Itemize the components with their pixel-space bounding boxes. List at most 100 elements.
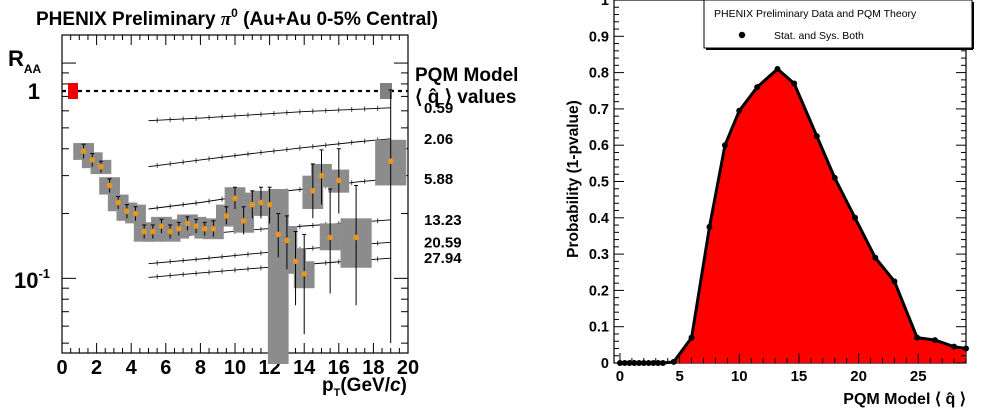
probability-point (670, 358, 677, 365)
probability-point (650, 360, 657, 366)
raa-data-point (158, 223, 165, 229)
left-x-tick-label: 0 (56, 357, 67, 379)
right-y-axis-label: Probability (1-pvalue) (565, 100, 582, 258)
right-xlabel-bracket: ⟨ q̂ ⟩ (935, 391, 966, 408)
right-y-tick-label: 0 (601, 356, 609, 372)
right-x-tick-label: 5 (675, 368, 683, 385)
raa-data-point (115, 199, 122, 206)
probability-point (831, 174, 838, 181)
right-y-tick-label: 0.4 (589, 211, 609, 227)
left-x-axis-label: pT(GeV/c) (322, 375, 407, 399)
left-x-tick-label: 20 (397, 357, 419, 379)
raa-data-point (210, 225, 217, 232)
left-y-axis-label: RAA (8, 46, 42, 76)
raa-data-point (275, 231, 282, 238)
left-chart-title: PHENIX Preliminary π0 (Au+Au 0-5% Centra… (36, 6, 438, 30)
left-x-tick-label: 18 (362, 357, 384, 379)
left-xlabel-unit-italic: c (390, 375, 401, 396)
raa-data-point (223, 213, 230, 219)
probability-point (852, 214, 859, 221)
left-y-tick-01-exp: -1 (38, 266, 50, 281)
probability-point (951, 343, 958, 350)
left-x-tick-label: 2 (91, 357, 102, 379)
unity-box-right (380, 83, 392, 99)
probability-point (914, 334, 921, 341)
raa-chart: PHENIX Preliminary π0 (Au+Au 0-5% Centra… (8, 6, 518, 399)
probability-point (721, 142, 728, 149)
right-y-tick-labels: 0 0.1 0.2 0.3 0.4 0.5 0.6 0.7 0.8 0.9 1 (589, 0, 609, 372)
left-xlabel-unit-end: ) (401, 375, 407, 396)
raa-data-point (249, 201, 256, 208)
probability-point (791, 80, 798, 87)
left-y-tick-01: 10-1 (14, 266, 50, 293)
raa-data-point (124, 208, 130, 215)
legend-title: PHENIX Preliminary Data and PQM Theory (714, 8, 917, 20)
raa-data-point (387, 158, 394, 165)
left-xlabel-main: p (322, 375, 334, 396)
raa-data-point (266, 201, 273, 208)
pqm-curve-label: 5.88 (424, 171, 453, 188)
probability-point (621, 360, 628, 366)
left-xlabel-unit: (GeV/ (340, 375, 390, 396)
left-title-suffix: (Au+Au 0-5% Central) (238, 9, 438, 30)
right-y-tick-label: 0.5 (589, 175, 609, 191)
pqm-curve-label: 20.59 (424, 234, 462, 251)
raa-data-point (310, 188, 316, 194)
left-x-tick-label: 6 (160, 357, 171, 379)
raa-data-point (353, 234, 359, 241)
raa-data-point (89, 157, 96, 163)
right-y-tick-label: 0.7 (589, 102, 609, 118)
probability-point (813, 133, 820, 140)
probability-point (631, 360, 638, 366)
probability-point (931, 337, 938, 344)
raa-data-point (284, 237, 290, 244)
probability-point (706, 223, 713, 230)
probability-point (754, 84, 761, 91)
raa-data-point (175, 225, 182, 232)
raa-data-point (193, 223, 199, 229)
legend-entry: Stat. and Sys. Both (774, 30, 864, 42)
probability-point (659, 360, 666, 366)
pqm-curve-label: 0.59 (424, 100, 453, 117)
probability-point (688, 334, 695, 341)
left-x-tick-label: 14 (293, 357, 316, 379)
raa-data-point (132, 210, 139, 217)
left-x-tick-label: 10 (224, 357, 246, 379)
raa-data-point (167, 228, 173, 235)
probability-filled-area (619, 69, 966, 363)
right-x-tick-labels: 0 5 10 15 20 25 (616, 368, 927, 385)
probability-chart: 0 0.1 0.2 0.3 0.4 0.5 0.6 0.7 0.8 0.9 1 0 5 10 15 20 25… (565, 0, 974, 408)
model-label-line2: ⟨ q̂ ⟩ values (415, 87, 516, 108)
left-axis-ticks (61, 35, 409, 353)
probability-point (891, 278, 898, 285)
right-y-tick-label: 1 (601, 0, 609, 9)
right-x-tick-label: 10 (731, 368, 748, 385)
pqm-model-curve (148, 138, 391, 168)
left-x-tick-label: 4 (126, 357, 138, 379)
probability-point (872, 254, 879, 261)
right-y-tick-label: 0.1 (589, 320, 609, 336)
raa-data-point (232, 195, 238, 202)
pqm-curve-label: 2.06 (424, 131, 453, 148)
raa-data-point (292, 258, 299, 265)
left-x-tick-label: 8 (195, 357, 206, 379)
raa-data-point (301, 270, 308, 277)
probability-point (645, 360, 652, 366)
right-x-tick-label: 15 (791, 368, 808, 385)
raa-data-point (141, 228, 147, 235)
legend-box (703, 0, 973, 49)
unity-box-left (68, 83, 78, 99)
probability-point (626, 360, 633, 366)
probability-point (774, 65, 781, 72)
left-title-prefix: PHENIX Preliminary (36, 9, 221, 30)
right-xlabel-main: PQM Model (843, 391, 930, 408)
probability-point (636, 360, 643, 366)
right-y-tick-label: 0.9 (589, 29, 609, 45)
pqm-model-curve (148, 107, 391, 122)
left-ylabel-sub: AA (24, 62, 42, 76)
left-xlabel-sub: T (334, 387, 341, 399)
raa-data-points (80, 148, 394, 277)
left-y-tick-1: 1 (28, 79, 40, 104)
raa-data-point (318, 172, 325, 179)
raa-data-point (201, 225, 208, 232)
